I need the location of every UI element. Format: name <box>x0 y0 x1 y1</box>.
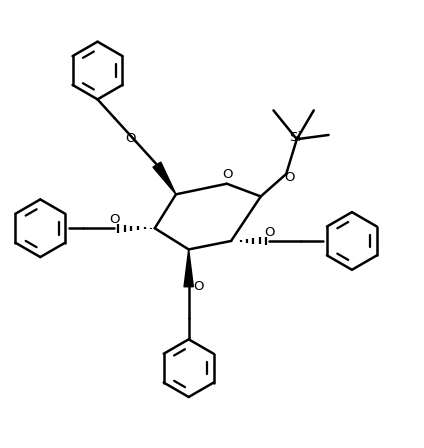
Text: O: O <box>110 213 120 226</box>
Text: O: O <box>265 226 275 239</box>
Polygon shape <box>184 250 193 287</box>
Text: Si: Si <box>289 131 301 144</box>
Text: O: O <box>284 171 294 184</box>
Polygon shape <box>153 162 176 194</box>
Text: O: O <box>126 132 136 145</box>
Text: O: O <box>222 168 232 181</box>
Text: O: O <box>193 280 203 293</box>
